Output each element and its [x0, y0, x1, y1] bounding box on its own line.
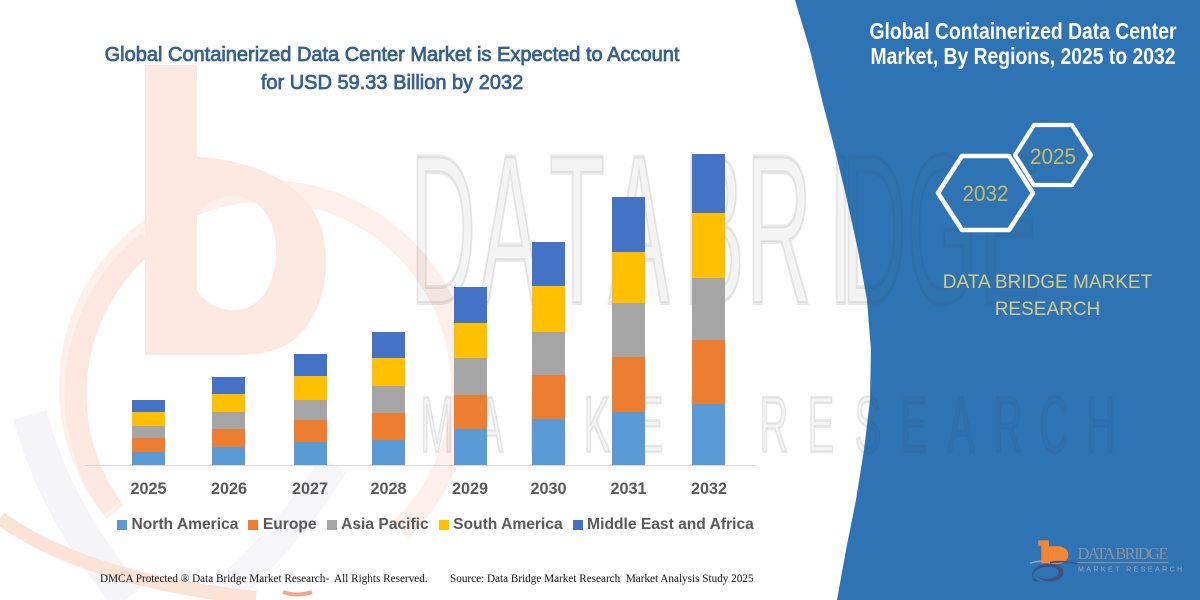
- svg-text:E: E: [808, 381, 835, 470]
- svg-text:D: D: [841, 111, 907, 349]
- svg-text:DATA BRIDGE: DATA BRIDGE: [1078, 544, 1169, 563]
- svg-text:S: S: [855, 381, 882, 470]
- svg-text:R: R: [746, 111, 812, 349]
- svg-text:MARKET RESEARCH: MARKET RESEARCH: [1078, 567, 1185, 574]
- svg-text:A: A: [948, 381, 975, 470]
- svg-text:A: A: [479, 111, 540, 349]
- svg-text:E: E: [901, 381, 928, 470]
- svg-text:I: I: [828, 111, 853, 349]
- svg-text:H: H: [1087, 381, 1116, 470]
- svg-text:2025: 2025: [1030, 144, 1076, 169]
- svg-text:M: M: [420, 381, 453, 470]
- svg-text:2032: 2032: [963, 181, 1009, 206]
- svg-text:R: R: [760, 381, 789, 470]
- svg-text:C: C: [1040, 381, 1069, 470]
- svg-text:K: K: [584, 381, 611, 470]
- svg-text:R: R: [994, 381, 1023, 470]
